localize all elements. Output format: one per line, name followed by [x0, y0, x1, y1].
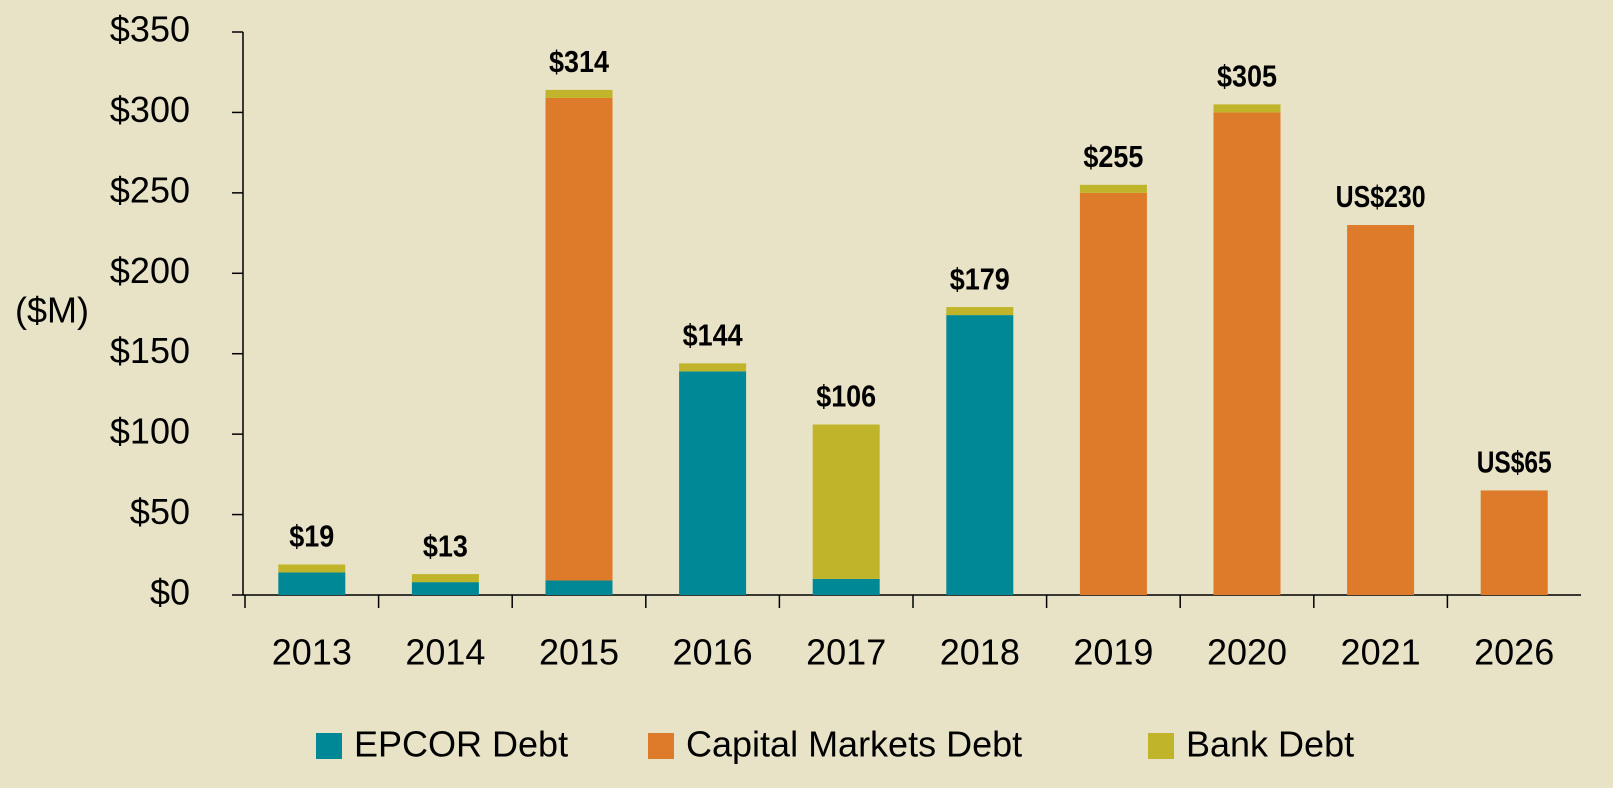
x-tick-label: 2015	[539, 632, 619, 673]
legend-swatch	[1148, 733, 1174, 759]
legend-label: Capital Markets Debt	[686, 724, 1022, 765]
y-axis-label: ($M)	[15, 290, 89, 331]
bar-segment	[946, 307, 1014, 316]
x-tick-label: 2020	[1207, 632, 1287, 673]
bar-segment	[545, 580, 613, 595]
bar-segment	[1213, 112, 1281, 595]
total-label: US$230	[1336, 179, 1426, 214]
y-tick-label: $350	[110, 9, 190, 50]
total-label: $144	[683, 318, 744, 353]
bar-segment	[812, 578, 880, 595]
bar-segment	[545, 97, 613, 581]
bar-segment	[545, 89, 613, 98]
bar-segment	[411, 582, 479, 595]
total-label: $13	[423, 528, 468, 563]
total-label: $106	[816, 379, 876, 414]
total-label: $179	[950, 261, 1010, 296]
bar-segment	[1480, 490, 1548, 595]
total-label: $314	[549, 44, 610, 79]
legend-label: EPCOR Debt	[354, 724, 568, 765]
bar-segment	[278, 572, 346, 595]
total-label: US$65	[1477, 445, 1552, 480]
x-tick-label: 2016	[673, 632, 753, 673]
bar-segment	[1079, 192, 1147, 595]
bar-segment	[1079, 184, 1147, 193]
x-tick-label: 2013	[272, 632, 352, 673]
x-tick-label: 2018	[940, 632, 1020, 673]
y-tick-label: $0	[150, 572, 190, 613]
y-tick-label: $300	[110, 89, 190, 130]
total-label: $305	[1217, 59, 1277, 94]
x-tick-label: 2014	[405, 632, 485, 673]
x-tick-label: 2019	[1073, 632, 1153, 673]
bar-segment	[1347, 225, 1415, 595]
legend-swatch	[648, 733, 674, 759]
y-tick-label: $150	[110, 330, 190, 371]
y-tick-label: $250	[110, 169, 190, 210]
x-tick-label: 2026	[1474, 632, 1554, 673]
total-label: $255	[1083, 139, 1143, 174]
bar-segment	[679, 371, 747, 595]
x-tick-label: 2021	[1341, 632, 1421, 673]
legend-swatch	[316, 733, 342, 759]
legend-label: Bank Debt	[1186, 724, 1354, 765]
y-tick-label: $50	[130, 491, 190, 532]
bar-segment	[278, 564, 346, 573]
y-tick-label: $100	[110, 411, 190, 452]
bar-segment	[1213, 104, 1281, 113]
bar-segment	[812, 424, 880, 579]
bar-segment	[411, 574, 479, 583]
total-label: $19	[289, 519, 334, 554]
x-tick-label: 2017	[806, 632, 886, 673]
y-tick-label: $200	[110, 250, 190, 291]
bar-segment	[946, 315, 1014, 595]
bar-segment	[679, 363, 747, 372]
